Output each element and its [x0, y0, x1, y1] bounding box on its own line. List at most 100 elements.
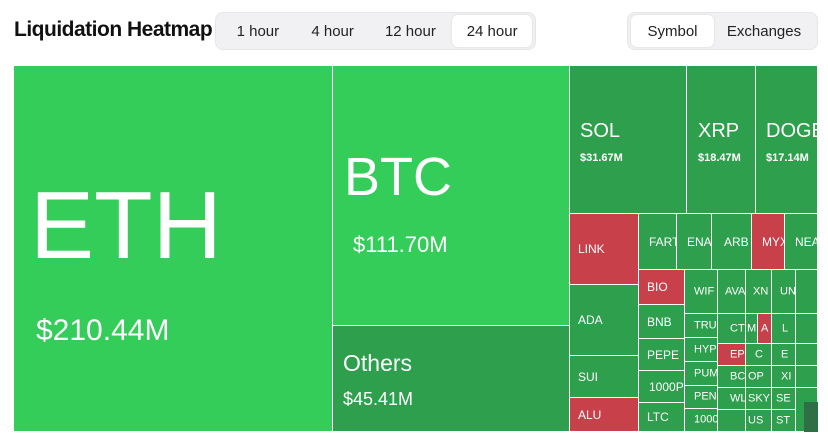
tile-symbol: WL: [730, 392, 746, 404]
tile-btc[interactable]: BTC $111.70M: [333, 66, 570, 326]
tile-symbol: 1000: [694, 413, 718, 426]
tile-epi[interactable]: EPI: [718, 344, 746, 366]
tile-symbol: SUI: [578, 369, 599, 384]
tile-symbol: ARB: [724, 234, 749, 249]
tile-l[interactable]: L: [772, 314, 796, 344]
tile-c[interactable]: C: [746, 344, 772, 366]
tile-ena[interactable]: ENA: [677, 214, 712, 270]
tile-symbol: AVA: [725, 285, 746, 297]
tab-4-hour[interactable]: 4 hour: [311, 22, 354, 40]
tile-symbol: PUM: [694, 367, 718, 379]
tile-sky[interactable]: SKY: [746, 388, 772, 410]
tile-value: $17.14M: [766, 152, 809, 164]
tile-ct[interactable]: CT: [718, 314, 746, 344]
tile-op[interactable]: OP: [746, 366, 772, 388]
tile-ava[interactable]: AVA: [718, 270, 746, 314]
tile-symbol: NEAR: [795, 234, 817, 249]
tile-alu[interactable]: ALU: [570, 398, 639, 432]
tile-blank-3[interactable]: [796, 314, 818, 344]
tile-hyp[interactable]: HYP: [685, 338, 718, 362]
tile-symbol: ENA: [687, 234, 712, 249]
tile-se[interactable]: SE: [772, 388, 796, 410]
tile-symbol: XRP: [698, 120, 740, 142]
tile-blank-5[interactable]: [796, 366, 818, 388]
tab-symbol[interactable]: Symbol: [631, 15, 714, 47]
tile-ada[interactable]: ADA: [570, 285, 639, 356]
tile-symbol: L: [782, 322, 789, 334]
tile-symbol: HYP: [694, 343, 717, 355]
tile-symbol: MYX: [762, 234, 784, 249]
tile-bnb[interactable]: BNB: [639, 305, 685, 339]
tile-xi[interactable]: XI: [772, 366, 796, 388]
tab-24-hour[interactable]: 24 hour: [452, 15, 532, 47]
tile-arb[interactable]: ARB: [712, 214, 752, 270]
tile-symbol: ETH: [30, 172, 222, 279]
tile-1000[interactable]: 1000: [685, 409, 718, 432]
tile-others[interactable]: Others $45.41M: [333, 326, 570, 432]
tile-blank-2[interactable]: [796, 270, 818, 314]
tile-symbol: PEPE: [647, 347, 680, 362]
tile-value: $45.41M: [343, 389, 414, 409]
tile-symbol: C: [755, 348, 763, 360]
tile-m[interactable]: M: [746, 314, 758, 344]
tile-sol[interactable]: SOL $31.67M: [570, 66, 687, 214]
tile-peng[interactable]: PENG: [685, 386, 718, 409]
tile-trui[interactable]: TRUI: [685, 314, 718, 338]
tile-symbol: SKY: [748, 392, 771, 404]
tile-symbol: XI: [781, 370, 792, 382]
tile-us[interactable]: US: [746, 410, 772, 432]
tile-pum[interactable]: PUM: [685, 362, 718, 386]
tile-symbol: EPI: [730, 348, 746, 360]
tile-bio[interactable]: BIO: [639, 270, 685, 305]
tile-near[interactable]: NEAR: [785, 214, 818, 270]
tile-wl[interactable]: WL: [718, 388, 746, 410]
tab-12-hour[interactable]: 12 hour: [384, 22, 436, 40]
tile-symbol: BIO: [647, 280, 668, 294]
tile-symbol: BTC: [344, 147, 452, 207]
tile-blank-1[interactable]: [718, 410, 746, 432]
tile-ltc[interactable]: LTC: [639, 403, 685, 432]
tile-symbol: XN: [753, 285, 769, 297]
tab-1-hour[interactable]: 1 hour: [236, 22, 280, 40]
tile-myx[interactable]: MYX: [752, 214, 785, 270]
tile-st[interactable]: ST: [772, 410, 796, 432]
time-range-selector: 1 hour 4 hour 12 hour 24 hour: [215, 12, 536, 50]
tile-symbol: TRUI: [694, 319, 718, 331]
tile-fart[interactable]: FART: [639, 214, 677, 270]
tile-symbol: OP: [748, 370, 764, 382]
tile-un[interactable]: UN: [772, 270, 796, 314]
tile-value: $210.44M: [36, 314, 170, 347]
tile-symbol: ADA: [578, 313, 603, 327]
tile-symbol: Others: [343, 350, 413, 376]
tile-blank-4[interactable]: [796, 344, 818, 366]
tile-sui[interactable]: SUI: [570, 356, 639, 398]
tile-value: $111.70M: [353, 232, 448, 257]
tile-e[interactable]: E: [772, 344, 796, 366]
tile-eth[interactable]: ETH $210.44M: [14, 66, 333, 432]
view-selector: Symbol Exchanges: [627, 12, 818, 50]
tile-wif[interactable]: WIF: [685, 270, 718, 314]
liquidation-treemap: ETH $210.44M BTC $111.70M Others $45.41M…: [14, 66, 818, 432]
tile-symbol: SOL: [580, 120, 621, 142]
tile-symbol: A: [761, 322, 769, 334]
tile-symbol: ST: [776, 414, 791, 426]
tile-a[interactable]: A: [758, 314, 772, 344]
tile-value: $18.47M: [698, 152, 741, 164]
tile-symbol: PENG: [694, 390, 717, 403]
page-title: Liquidation Heatmap: [14, 18, 213, 41]
tile-symbol: ALU: [578, 407, 602, 422]
tile-link[interactable]: LINK: [570, 214, 639, 285]
tile-xrp[interactable]: XRP $18.47M: [687, 66, 756, 214]
tile-symbol: LTC: [647, 410, 669, 424]
tile-pepe[interactable]: PEPE: [639, 339, 685, 371]
tile-bch[interactable]: BCH: [718, 366, 746, 388]
scroll-edge: [804, 402, 818, 432]
tile-symbol: M: [747, 322, 757, 334]
tile-xn[interactable]: XN: [746, 270, 772, 314]
tile-1000p[interactable]: 1000P: [639, 371, 685, 403]
tab-exchanges[interactable]: Exchanges: [726, 22, 802, 40]
tile-symbol: UN: [780, 285, 796, 297]
tile-value: $31.67M: [580, 152, 623, 164]
tile-symbol: E: [781, 348, 789, 360]
tile-doge[interactable]: DOGE $17.14M: [756, 66, 818, 214]
